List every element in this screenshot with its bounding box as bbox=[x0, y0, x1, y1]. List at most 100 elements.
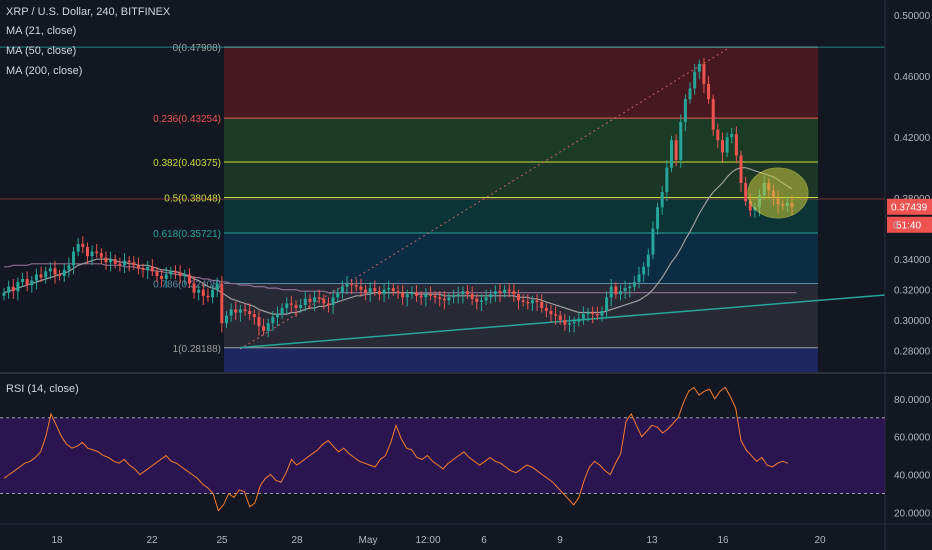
candle-body bbox=[271, 317, 275, 324]
candles bbox=[2, 57, 794, 337]
candle bbox=[581, 306, 585, 325]
candle bbox=[628, 282, 632, 298]
candle bbox=[730, 128, 734, 144]
candle bbox=[67, 257, 71, 278]
candle bbox=[452, 289, 456, 304]
candle bbox=[95, 243, 99, 258]
time-axis-label: 25 bbox=[216, 535, 228, 546]
candle-body bbox=[674, 140, 678, 161]
price-axis-label: 0.42000 bbox=[894, 133, 931, 144]
candle bbox=[373, 280, 377, 296]
candle-body bbox=[368, 288, 372, 293]
candle bbox=[280, 303, 284, 319]
candle bbox=[702, 57, 706, 93]
candle-body bbox=[623, 288, 627, 292]
candle-body bbox=[377, 291, 381, 295]
candle bbox=[507, 283, 511, 298]
candle bbox=[632, 275, 636, 292]
candle bbox=[456, 286, 460, 304]
fib-zone bbox=[224, 347, 818, 372]
candle bbox=[586, 307, 590, 322]
candle-body bbox=[470, 294, 474, 299]
countdown-label: 51:40 bbox=[896, 221, 921, 232]
candle-body bbox=[58, 274, 62, 276]
fib-zone bbox=[224, 118, 818, 162]
candle bbox=[336, 288, 340, 302]
candle-body bbox=[405, 294, 409, 298]
candle-body bbox=[313, 297, 317, 302]
candle bbox=[739, 150, 743, 193]
candle-body bbox=[401, 292, 405, 298]
candle-body bbox=[614, 286, 618, 295]
candle bbox=[382, 283, 386, 302]
candle-body bbox=[591, 312, 595, 315]
candle-body bbox=[331, 297, 335, 305]
candle bbox=[368, 282, 372, 302]
candle-body bbox=[160, 275, 164, 279]
candle-body bbox=[146, 266, 150, 270]
rsi-axis-label: 40.0000 bbox=[894, 471, 931, 482]
candle-body bbox=[628, 286, 632, 289]
rsi-line bbox=[3, 386, 789, 512]
candle bbox=[2, 288, 6, 301]
fib-level-label: 1(0.28188) bbox=[173, 344, 221, 355]
candle bbox=[674, 134, 678, 167]
candle-body bbox=[326, 303, 330, 305]
candle bbox=[359, 279, 363, 296]
candle bbox=[688, 82, 692, 104]
price-axis-label: 0.50000 bbox=[894, 11, 931, 22]
candle bbox=[442, 291, 446, 310]
candle-body bbox=[48, 268, 52, 272]
candle bbox=[53, 260, 57, 284]
candle bbox=[7, 280, 11, 299]
candle-body bbox=[697, 64, 701, 72]
candle-body bbox=[53, 268, 57, 275]
candle-body bbox=[669, 140, 673, 168]
candle-body bbox=[99, 253, 103, 258]
candle bbox=[169, 266, 173, 279]
rsi-axis-label: 20.0000 bbox=[894, 509, 931, 520]
candle-body bbox=[340, 286, 344, 293]
candle bbox=[377, 286, 381, 301]
fib-diagonal bbox=[239, 46, 731, 350]
candle bbox=[493, 285, 497, 302]
candle bbox=[146, 260, 150, 279]
candle bbox=[150, 259, 154, 276]
candle bbox=[229, 303, 233, 322]
candle-body bbox=[67, 265, 71, 270]
candle-body bbox=[354, 285, 358, 287]
candle-body bbox=[642, 266, 646, 275]
candle bbox=[174, 265, 178, 279]
fib-zone bbox=[224, 232, 818, 284]
candle-body bbox=[220, 283, 224, 324]
candle-body bbox=[660, 192, 664, 208]
candle bbox=[646, 248, 650, 276]
price-axis-label: 0.46000 bbox=[894, 72, 931, 83]
ma-50-legend: MA (50, close) bbox=[6, 45, 77, 57]
candle-body bbox=[7, 286, 11, 293]
candle bbox=[308, 294, 312, 310]
candle-body bbox=[308, 298, 312, 302]
candle-body bbox=[85, 246, 89, 257]
candle-body bbox=[104, 257, 108, 263]
candle-body bbox=[503, 289, 507, 293]
candle-body bbox=[484, 297, 488, 301]
candle bbox=[238, 304, 242, 322]
candle bbox=[725, 132, 729, 158]
candle-body bbox=[632, 282, 636, 287]
candle bbox=[623, 280, 627, 299]
candle bbox=[303, 291, 307, 312]
candle-body bbox=[257, 317, 261, 327]
candle bbox=[364, 285, 368, 301]
candle bbox=[25, 271, 29, 292]
candle bbox=[503, 285, 507, 298]
candle-body bbox=[489, 294, 493, 298]
fib-zone bbox=[224, 197, 818, 233]
candle bbox=[317, 289, 321, 304]
candle-body bbox=[72, 251, 76, 266]
candle-body bbox=[586, 312, 590, 315]
candle bbox=[211, 285, 215, 304]
candle-body bbox=[39, 274, 43, 278]
fib-zone bbox=[224, 47, 818, 119]
